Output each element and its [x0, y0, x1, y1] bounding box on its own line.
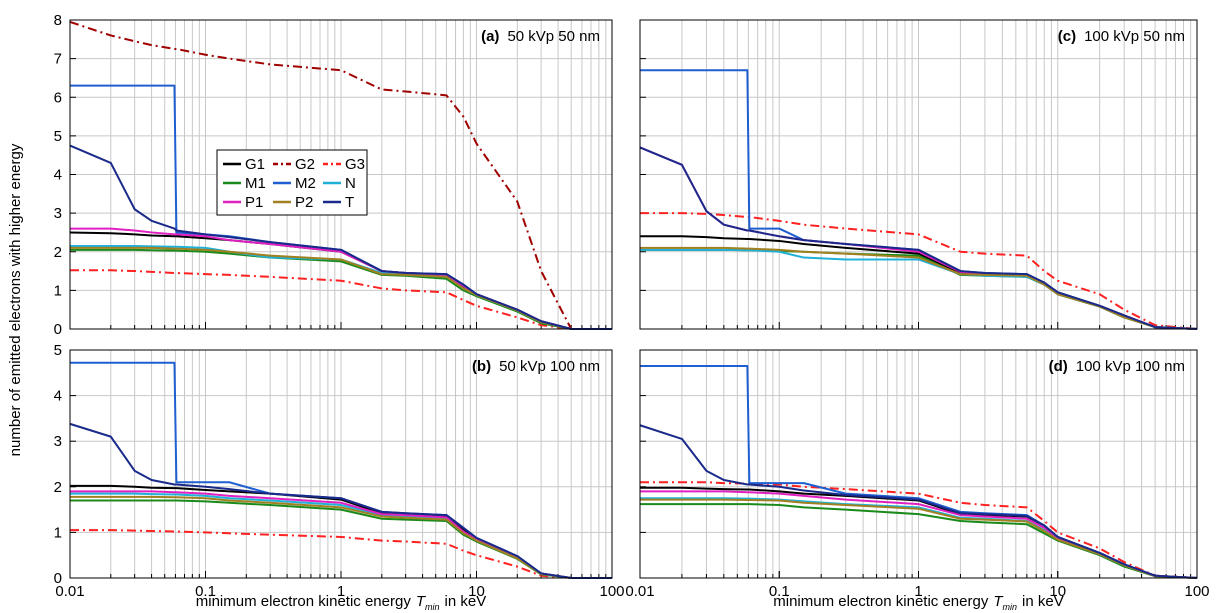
y-tick-label: 0	[54, 321, 62, 338]
y-tick-label: 1	[54, 524, 62, 541]
legend-label: M2	[295, 175, 316, 192]
x-label-text: minimum electron kinetic energy	[773, 593, 989, 610]
legend-label: G2	[295, 156, 315, 173]
y-tick-label: 6	[54, 89, 62, 106]
y-tick-label: 5	[54, 342, 62, 359]
x-tick-label: 0.1	[769, 583, 790, 600]
x-tick-label: 1	[337, 583, 345, 600]
x-tick-label: 100	[1184, 583, 1209, 600]
plot-frame	[69, 19, 613, 330]
series-line	[640, 498, 1198, 579]
panel-title: (a) 50 kVp 50 nm	[481, 28, 600, 45]
series-line	[70, 248, 612, 330]
panel-title: (d) 100 kVp 100 nm	[1049, 358, 1185, 375]
y-tick-label: 5	[54, 128, 62, 145]
y-tick-label: 4	[54, 388, 62, 405]
y-tick-label: 4	[54, 167, 62, 184]
legend-label: T	[345, 194, 354, 211]
x-tick-label: 0.01	[55, 583, 84, 600]
y-tick-label: 1	[54, 282, 62, 299]
x-label-unit: in keV	[445, 593, 487, 610]
series-line	[69, 144, 612, 330]
series-line	[69, 422, 612, 579]
panel-letter: (c)	[1058, 28, 1076, 45]
y-axis-label: number of emitted electrons with higher …	[7, 143, 24, 456]
series-line	[640, 481, 1198, 579]
x-axis-label: minimum electron kinetic energy Tmin in ke…	[196, 593, 486, 612]
x-label-unit: in keV	[1022, 593, 1064, 610]
series-line	[640, 212, 1198, 330]
x-tick-label: 10	[1049, 583, 1066, 600]
plot-frame	[69, 349, 613, 579]
panel-text: 100 kVp 50 nm	[1084, 28, 1185, 45]
legend-box	[216, 149, 368, 216]
legend-label: G3	[345, 156, 365, 173]
plot-frame	[639, 349, 1198, 579]
y-tick-label: 7	[54, 51, 62, 68]
x-tick-label: 0.1	[195, 583, 216, 600]
series-line	[639, 424, 1198, 579]
legend-label: P2	[295, 194, 313, 211]
x-label-symbol: T	[993, 593, 1004, 610]
legend-label: M1	[245, 175, 266, 192]
x-label-text: minimum electron kinetic energy	[196, 593, 412, 610]
x-tick-label: 1	[914, 583, 922, 600]
series-line	[70, 529, 612, 579]
panel-title: (c) 100 kVp 50 nm	[1058, 28, 1185, 45]
panel-title: (b) 50 kVp 100 nm	[472, 358, 600, 375]
series-line	[69, 20, 612, 330]
panel-letter: (a)	[481, 28, 499, 45]
y-tick-label: 8	[54, 12, 62, 29]
y-tick-label: 2	[54, 479, 62, 496]
x-tick-label: 0.01	[625, 583, 654, 600]
legend-label: G1	[245, 156, 265, 173]
y-tick-label: 2	[54, 244, 62, 261]
plot-frame	[639, 19, 1198, 330]
x-label-subscript: min	[1003, 602, 1018, 612]
panel-letter: (b)	[472, 358, 491, 375]
x-axis-label: minimum electron kinetic energy Tmin in ke…	[773, 593, 1063, 612]
series-line	[639, 146, 1198, 330]
y-tick-label: 3	[54, 433, 62, 450]
legend-label: P1	[245, 194, 263, 211]
legend-label: N	[345, 175, 356, 192]
x-tick-label: 100	[599, 583, 624, 600]
panel-text: 100 kVp 100 nm	[1076, 358, 1185, 375]
series-line	[70, 495, 612, 579]
x-label-symbol: T	[416, 593, 427, 610]
x-label-subscript: min	[425, 602, 440, 612]
panel-letter: (d)	[1049, 358, 1068, 375]
y-tick-label: 3	[54, 205, 62, 222]
y-tick-label: 0	[54, 570, 62, 587]
panel-text: 50 kVp 100 nm	[499, 358, 600, 375]
x-tick-label: 10	[468, 583, 485, 600]
panel-text: 50 kVp 50 nm	[507, 28, 600, 45]
series-line	[70, 269, 612, 330]
